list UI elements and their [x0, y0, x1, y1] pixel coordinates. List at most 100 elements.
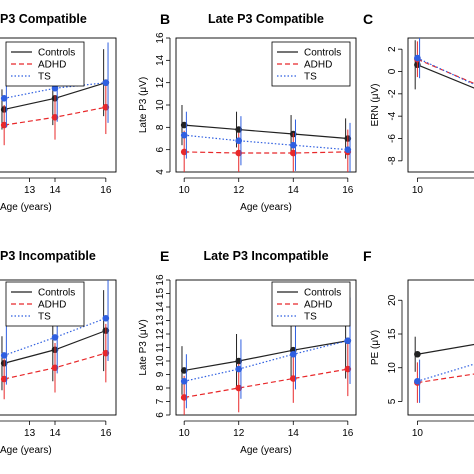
x-tick-label: 10 — [412, 185, 424, 196]
data-point-adhd — [289, 149, 297, 157]
data-point-ts — [289, 350, 297, 358]
x-tick-label: 16 — [342, 428, 354, 439]
x-tick-label: 14 — [49, 428, 61, 439]
y-tick-label: -2 — [387, 89, 398, 98]
x-tick-label: 12 — [233, 428, 245, 439]
y-axis-label: PE (μV) — [370, 330, 381, 365]
marks-group — [180, 297, 352, 415]
y-axis-label: Late P3 (μV) — [138, 319, 149, 375]
data-point-ts — [0, 95, 8, 102]
legend-label-ts: TS — [304, 72, 317, 83]
panel-title: P3 Compatible — [0, 12, 87, 26]
panel-e: Late P3 Incompatible E 10 12 14 16 Age (years)… — [138, 248, 357, 456]
x-tick-label: 10 — [179, 428, 191, 439]
series-line-ts — [184, 134, 348, 151]
legend-label-controls: Controls — [38, 288, 75, 299]
legend-label-ts: TS — [304, 312, 317, 323]
x-tick-label: 13 — [24, 185, 36, 196]
y-tick-label: 9 — [155, 371, 166, 377]
y-tick-label: 15 — [155, 288, 166, 300]
data-point-ts — [289, 141, 297, 149]
x-tick-label: 14 — [49, 185, 61, 196]
data-point-ts — [235, 137, 243, 145]
legend-label-adhd: ADHD — [38, 300, 66, 311]
y-tick-label: 14 — [155, 301, 166, 313]
data-point-ts — [51, 84, 59, 92]
legend-label-ts: TS — [38, 312, 51, 323]
marks-group — [0, 280, 110, 400]
y-tick-label: 12 — [155, 328, 166, 340]
panel-a: P3 Compatible2131416Age (years)ControlsA… — [0, 12, 117, 213]
y-tick-label: 7 — [155, 398, 166, 404]
legend-label-adhd: ADHD — [38, 60, 66, 71]
data-point-adhd — [0, 375, 8, 383]
series-line-adhd — [417, 373, 474, 384]
y-tick-label: 20 — [387, 294, 398, 306]
data-point-adhd — [102, 103, 110, 111]
data-point-adhd — [102, 349, 110, 357]
plot-frame — [0, 37, 117, 173]
plot-frame — [407, 37, 474, 173]
marks-group — [0, 42, 110, 146]
series-line-controls — [417, 64, 474, 89]
panel-letter: B — [160, 11, 170, 27]
y-tick-label: 8 — [155, 124, 166, 130]
y-tick-label: 2 — [387, 46, 398, 52]
panel-letter: F — [363, 248, 372, 264]
data-point-ts — [414, 377, 421, 385]
series-line-controls — [184, 124, 348, 140]
data-point-controls — [235, 357, 243, 365]
x-tick-label: 14 — [288, 185, 300, 196]
data-point-adhd — [235, 384, 243, 392]
panel-f: F10125101520PE (μV) — [363, 248, 474, 439]
y-tick-label: -8 — [387, 156, 398, 165]
y-tick-label: 16 — [155, 32, 166, 44]
y-tick-label: 10 — [155, 99, 166, 111]
legend-label-controls: Controls — [304, 288, 341, 299]
y-tick-label: 6 — [155, 146, 166, 152]
x-tick-label: 10 — [412, 428, 424, 439]
series-line-adhd — [184, 151, 348, 154]
plot-frame — [175, 279, 357, 416]
panel-title: P3 Incompatible — [0, 249, 96, 263]
series-line-adhd — [417, 58, 474, 85]
y-tick-label: 10 — [155, 355, 166, 367]
y-tick-label: 11 — [155, 342, 166, 353]
x-tick-label: 16 — [100, 428, 112, 439]
panel-letter: C — [363, 11, 373, 27]
data-point-ts — [414, 54, 421, 62]
series-line-ts — [184, 340, 348, 382]
y-tick-label: 14 — [155, 54, 166, 66]
data-point-adhd — [180, 394, 188, 401]
marks-group — [180, 105, 352, 172]
y-tick-label: -6 — [387, 134, 398, 143]
y-tick-label: 5 — [387, 398, 398, 404]
y-tick-label: 10 — [387, 362, 398, 374]
data-point-controls — [235, 126, 243, 133]
plot-frame — [175, 37, 357, 173]
legend-label-ts: TS — [38, 72, 51, 83]
y-tick-label: -4 — [387, 111, 398, 120]
y-tick-label: 0 — [387, 68, 398, 74]
series-line-controls — [417, 343, 474, 355]
data-point-ts — [235, 365, 243, 373]
data-point-adhd — [51, 113, 59, 121]
data-point-adhd — [0, 121, 8, 129]
y-axis-label: ERN (μV) — [370, 84, 381, 127]
marks-group — [414, 336, 474, 403]
x-axis-label: Age (years) — [240, 445, 292, 456]
data-point-ts — [344, 337, 352, 345]
plot-frame — [407, 279, 474, 416]
data-point-adhd — [289, 375, 297, 382]
data-point-ts — [102, 314, 110, 322]
data-point-ts — [344, 146, 352, 153]
series-line-controls — [184, 340, 348, 372]
y-tick-label: 16 — [155, 274, 166, 286]
data-point-ts — [180, 131, 188, 139]
y-tick-label: 6 — [155, 412, 166, 418]
series-line-ts — [417, 57, 474, 86]
